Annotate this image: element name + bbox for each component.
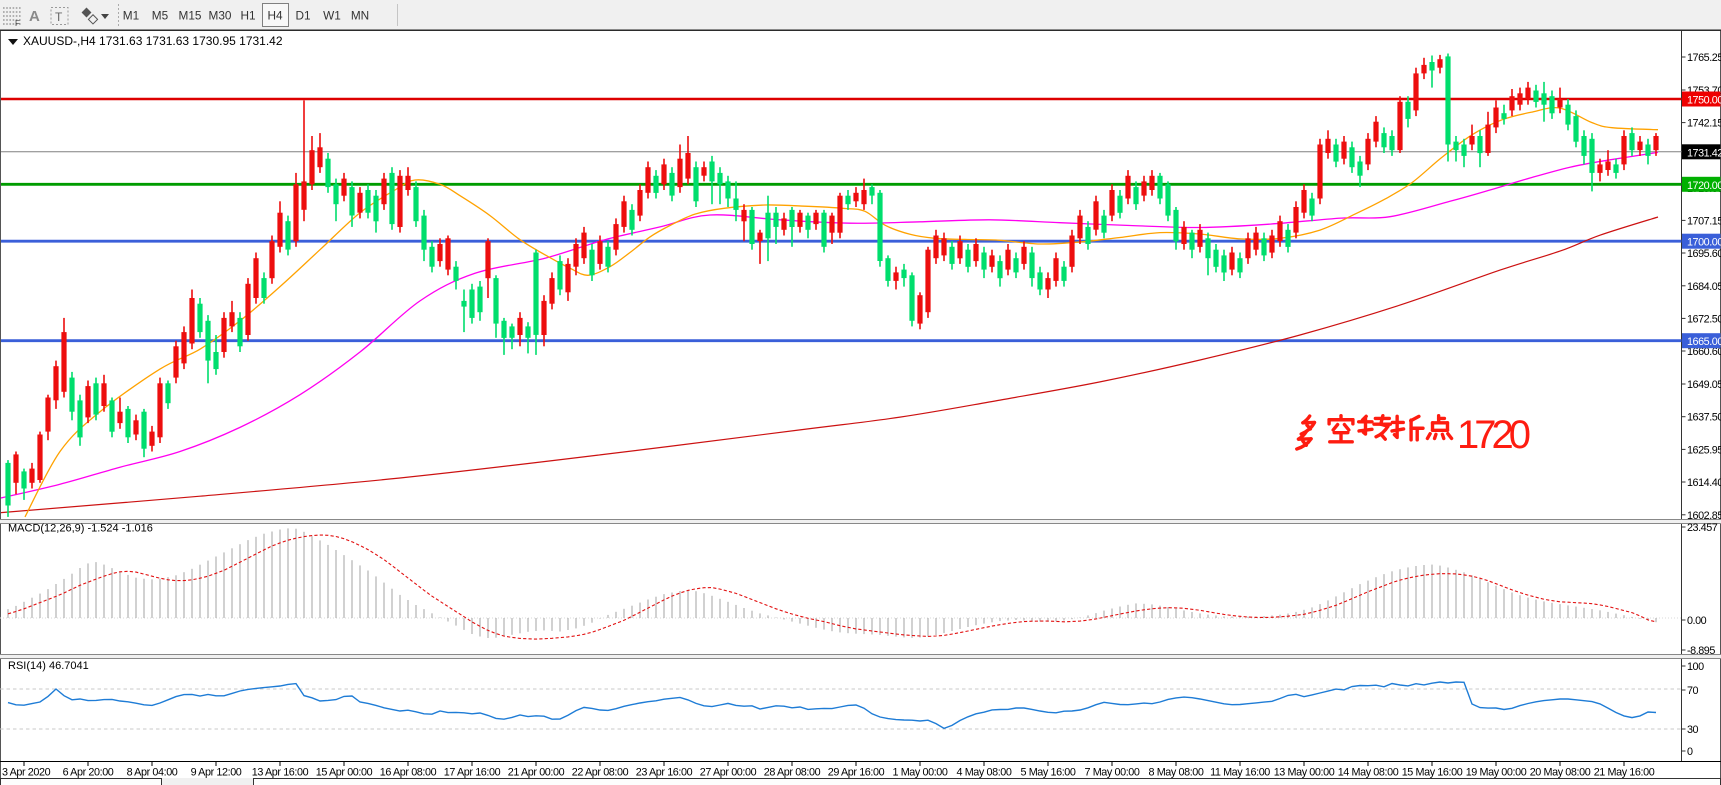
svg-text:1 May 00:00: 1 May 00:00 (892, 767, 947, 779)
svg-text:D1: D1 (295, 9, 310, 23)
svg-text:15 Apr 00:00: 15 Apr 00:00 (316, 767, 373, 779)
svg-text:1695.60: 1695.60 (1687, 248, 1721, 260)
svg-text:70: 70 (1687, 685, 1699, 697)
svg-text:1602.85: 1602.85 (1687, 510, 1721, 522)
svg-text:1750.00: 1750.00 (1687, 95, 1721, 107)
svg-text:8 Apr 04:00: 8 Apr 04:00 (127, 767, 178, 779)
svg-text:29 Apr 16:00: 29 Apr 16:00 (828, 767, 885, 779)
svg-text:W1: W1 (323, 9, 341, 23)
svg-text:RSI(14) 46.7041: RSI(14) 46.7041 (8, 660, 89, 672)
svg-text:23.457: 23.457 (1687, 522, 1718, 534)
svg-text:H4: H4 (267, 9, 283, 23)
svg-text:1707.15: 1707.15 (1687, 215, 1721, 227)
svg-text:1742.15: 1742.15 (1687, 118, 1721, 130)
svg-text:100: 100 (1687, 661, 1704, 673)
svg-text:T: T (55, 10, 63, 24)
svg-text:1625.95: 1625.95 (1687, 444, 1721, 456)
svg-text:28 Apr 08:00: 28 Apr 08:00 (764, 767, 821, 779)
svg-text:7 May 00:00: 7 May 00:00 (1084, 767, 1139, 779)
svg-text:MACD(12,26,9) -1.524 -1.016: MACD(12,26,9) -1.524 -1.016 (8, 523, 153, 535)
svg-text:13 May 00:00: 13 May 00:00 (1274, 767, 1335, 779)
svg-text:1665.00: 1665.00 (1687, 336, 1721, 348)
svg-text:19 May 00:00: 19 May 00:00 (1466, 767, 1527, 779)
svg-text:M30: M30 (209, 9, 232, 23)
svg-text:27 Apr 00:00: 27 Apr 00:00 (700, 767, 757, 779)
svg-text:20 May 08:00: 20 May 08:00 (1530, 767, 1591, 779)
svg-text:1720: 1720 (1457, 413, 1530, 457)
svg-text:1684.05: 1684.05 (1687, 281, 1721, 293)
svg-text:1700.00: 1700.00 (1687, 237, 1721, 249)
svg-text:17 Apr 16:00: 17 Apr 16:00 (444, 767, 501, 779)
svg-text:23 Apr 16:00: 23 Apr 16:00 (636, 767, 693, 779)
svg-text:4 May 08:00: 4 May 08:00 (956, 767, 1011, 779)
svg-text:1720.00: 1720.00 (1687, 180, 1721, 192)
svg-text:1660.60: 1660.60 (1687, 346, 1721, 358)
svg-text:A: A (29, 8, 40, 25)
svg-text:M15: M15 (179, 9, 202, 23)
svg-text:F: F (15, 19, 20, 28)
svg-text:14 May 08:00: 14 May 08:00 (1338, 767, 1399, 779)
svg-text:MN: MN (351, 9, 369, 23)
svg-text:1672.50: 1672.50 (1687, 313, 1721, 325)
svg-text:5 May 16:00: 5 May 16:00 (1020, 767, 1075, 779)
svg-text:H1: H1 (240, 9, 255, 23)
svg-text:1614.40: 1614.40 (1687, 477, 1721, 489)
svg-text:1765.25: 1765.25 (1687, 52, 1721, 64)
svg-text:21 May 16:00: 21 May 16:00 (1594, 767, 1655, 779)
svg-text:13 Apr 16:00: 13 Apr 16:00 (252, 767, 309, 779)
svg-text:11 May 16:00: 11 May 16:00 (1210, 767, 1270, 779)
svg-text:15 May 16:00: 15 May 16:00 (1402, 767, 1463, 779)
svg-text:1731.42: 1731.42 (1687, 147, 1721, 159)
svg-text:0.00: 0.00 (1687, 615, 1707, 627)
svg-text:16 Apr 08:00: 16 Apr 08:00 (380, 767, 437, 779)
svg-text:M1: M1 (123, 9, 139, 23)
svg-text:22 Apr 08:00: 22 Apr 08:00 (572, 767, 629, 779)
svg-text:30: 30 (1687, 724, 1699, 736)
svg-text:XAUUSD-,H4 1731.63 1731.63 17: XAUUSD-,H4 1731.63 1731.63 1730.95 1731.… (23, 34, 283, 48)
svg-text:1637.50: 1637.50 (1687, 412, 1721, 424)
svg-text:9 Apr 12:00: 9 Apr 12:00 (191, 767, 242, 779)
svg-text:21 Apr 00:00: 21 Apr 00:00 (508, 767, 565, 779)
svg-text:M5: M5 (152, 9, 169, 23)
svg-text:8 May 08:00: 8 May 08:00 (1148, 767, 1203, 779)
svg-text:6 Apr 20:00: 6 Apr 20:00 (63, 767, 114, 779)
svg-text:0: 0 (1687, 746, 1693, 758)
svg-text:1649.05: 1649.05 (1687, 379, 1721, 391)
svg-text:3 Apr 2020: 3 Apr 2020 (2, 767, 51, 779)
